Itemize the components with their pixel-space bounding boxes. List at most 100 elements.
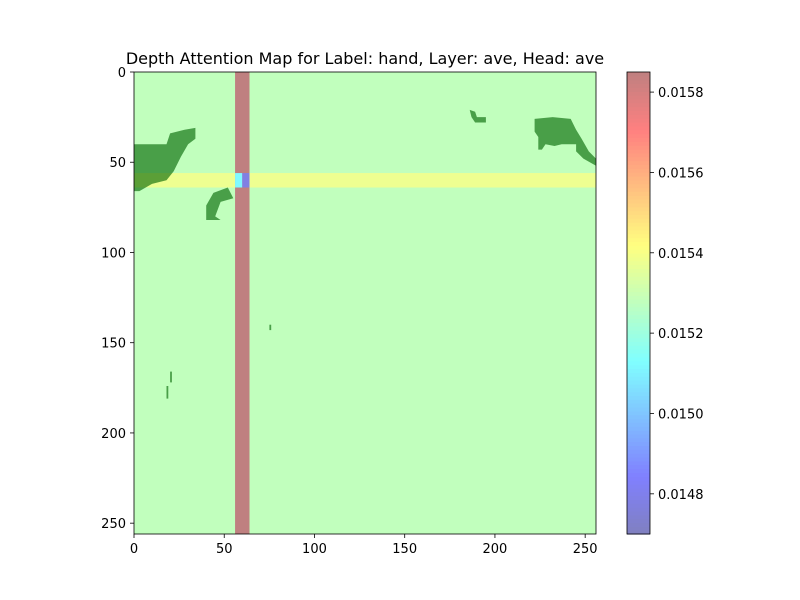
colorbar-segment (627, 349, 650, 354)
colorbar-segment (627, 95, 650, 100)
colorbar-segment (627, 118, 650, 123)
colorbar-segment (627, 156, 650, 162)
colorbar-segment (627, 426, 650, 431)
colorbar-segment (627, 526, 650, 531)
colorbar-segment (627, 226, 650, 231)
colorbar-segment (627, 437, 650, 443)
y-tick-label: 100 (101, 246, 126, 261)
colorbar-segment (627, 229, 650, 235)
colorbar-segment (627, 495, 650, 500)
colorbar-segment (627, 245, 650, 250)
colorbar-segment (627, 329, 650, 335)
plot-frame (133, 71, 597, 535)
colorbar-segment (627, 356, 650, 362)
colorbar-segment (627, 322, 650, 327)
colorbar-segment (627, 306, 650, 312)
colorbar-segment (627, 387, 650, 393)
colorbar-segment (627, 364, 650, 370)
heatmap-cell-1 (242, 173, 250, 188)
colorbar-segment (627, 183, 650, 189)
colorbar-segment (627, 133, 650, 139)
colorbar-segment (627, 445, 650, 450)
colorbar-segment (627, 83, 650, 88)
colorbar-segment (627, 145, 650, 150)
colorbar-segment (627, 256, 650, 262)
colorbar-segment (627, 233, 650, 239)
colorbar-segment (627, 206, 650, 212)
colorbar-segment (627, 468, 650, 473)
colorbar-segment (627, 460, 650, 466)
x-tick-label: 200 (483, 542, 508, 557)
colorbar-segment (627, 441, 650, 447)
colorbar-segment (627, 499, 650, 504)
colorbar-segment (627, 264, 650, 269)
colorbar-segment (627, 310, 650, 316)
colorbar-segment (627, 299, 650, 304)
colorbar-segment (627, 414, 650, 420)
mask-region-5 (170, 371, 172, 383)
colorbar-segment (627, 199, 650, 204)
colorbar-segment (627, 141, 650, 146)
y-tick-label: 50 (109, 156, 126, 171)
colorbar-segment (627, 514, 650, 520)
colorbar-segment (627, 202, 650, 208)
colorbar-segment (627, 72, 650, 77)
mask-region-2 (469, 109, 486, 123)
colorbar-segment (627, 476, 650, 481)
colorbar-segment (627, 433, 650, 439)
colorbar-segment (627, 125, 650, 131)
colorbar-segment (627, 326, 650, 331)
colorbar-segment (627, 353, 650, 358)
colorbar-segment (627, 522, 650, 527)
mask-region-6 (166, 386, 169, 399)
colorbar-tick-label: 0.0156 (658, 166, 704, 181)
colorbar-segment (627, 87, 650, 92)
colorbar-segment (627, 191, 650, 196)
mask-region-3 (534, 117, 596, 166)
colorbar-segment (627, 383, 650, 389)
colorbar-segment (627, 453, 650, 458)
colorbar-tick-label: 0.0150 (658, 407, 704, 422)
colorbar-segment (627, 295, 650, 300)
colorbar-segment (627, 129, 650, 135)
colorbar-segment (627, 395, 650, 400)
colorbar-segment (627, 303, 650, 308)
colorbar-segment (627, 137, 650, 142)
colorbar-segment (627, 179, 650, 185)
colorbar-segment (627, 268, 650, 273)
colorbar-segment (627, 152, 650, 158)
colorbar-segment (627, 333, 650, 339)
colorbar-segment (627, 164, 650, 169)
heatmap-cell-0 (235, 173, 243, 188)
colorbar-segment (627, 345, 650, 350)
colorbar-segment (627, 172, 650, 177)
colorbar-segment (627, 222, 650, 227)
mask-region-0 (134, 127, 196, 192)
colorbar-tick-label: 0.0152 (658, 327, 704, 342)
colorbar-segment (627, 276, 650, 281)
colorbar-segment (627, 237, 650, 242)
y-tick-label: 200 (101, 427, 126, 442)
colorbar-segment (627, 510, 650, 516)
colorbar-segment (627, 114, 650, 119)
colorbar-segment (627, 160, 650, 165)
colorbar-tick-label: 0.0148 (658, 488, 704, 503)
colorbar-segment (627, 272, 650, 277)
colorbar-segment (627, 279, 650, 285)
colorbar-segment (627, 283, 650, 289)
colorbar-segment (627, 337, 650, 343)
colorbar-segment (627, 252, 650, 258)
colorbar-segment (627, 449, 650, 454)
colorbar-segment (627, 175, 650, 181)
colorbar-segment (627, 399, 650, 404)
colorbar-segment (627, 410, 650, 416)
colorbar-segment (627, 91, 650, 96)
colorbar-segment (627, 287, 650, 293)
colorbar-segment (627, 106, 650, 112)
colorbar-segment (627, 380, 650, 385)
x-tick-label: 50 (216, 542, 233, 557)
colorbar-segment (627, 210, 650, 216)
colorbar-tick-label: 0.0154 (658, 247, 704, 262)
colorbar-segment (627, 487, 650, 493)
